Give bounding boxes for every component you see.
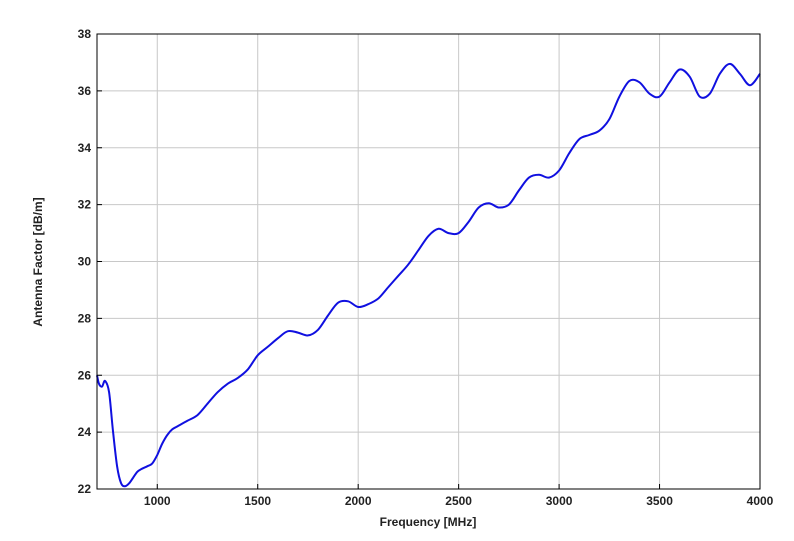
- antenna-factor-line: [96, 62, 761, 488]
- x-tick-label: 1000: [144, 494, 171, 508]
- series-layer: [96, 62, 761, 488]
- y-tick-label: 30: [78, 255, 92, 269]
- y-tick-label: 26: [78, 368, 92, 382]
- y-axis-title: Antenna Factor [dB/m]: [31, 197, 45, 326]
- x-axis-title: Frequency [MHz]: [380, 515, 477, 529]
- y-tick-label: 34: [78, 141, 92, 155]
- tick-marks: [97, 33, 761, 490]
- x-tick-label: 1500: [244, 494, 271, 508]
- x-tick-label: 2000: [345, 494, 372, 508]
- y-tick-label: 36: [78, 84, 92, 98]
- x-tick-label: 3000: [546, 494, 573, 508]
- y-tick-label: 22: [78, 482, 92, 496]
- x-tick-label: 2500: [445, 494, 472, 508]
- x-tick-label: 3500: [646, 494, 673, 508]
- y-tick-label: 32: [78, 198, 92, 212]
- y-tick-label: 38: [78, 27, 92, 41]
- y-tick-labels: 22 24 26 28 30 32 34 36 38: [78, 27, 92, 496]
- x-tick-labels: 1000 1500 2000 2500 3000 3500 4000: [144, 494, 774, 508]
- y-tick-label: 28: [78, 311, 92, 325]
- y-tick-label: 24: [78, 425, 92, 439]
- x-tick-label: 4000: [747, 494, 774, 508]
